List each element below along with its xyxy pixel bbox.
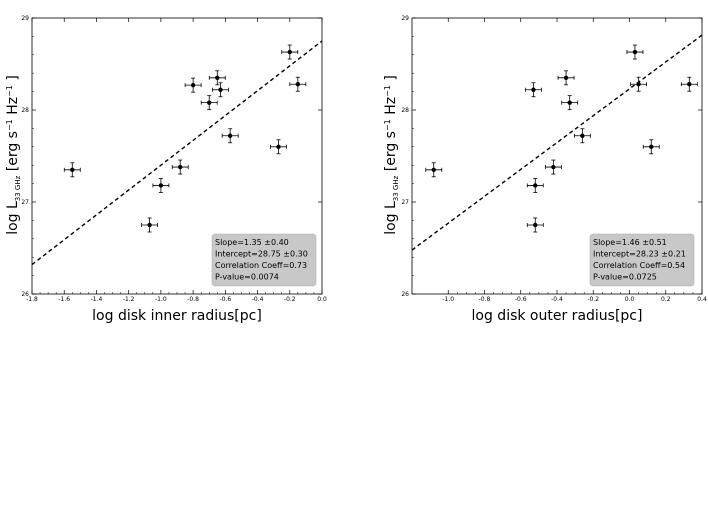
x-tick-label: 0.2 (661, 296, 671, 303)
y-tick-label: 27 (21, 199, 29, 206)
x-tick-label: 0.4 (697, 296, 707, 303)
x-tick-label: -0.4 (551, 296, 563, 303)
y-tick-label: 28 (21, 107, 29, 114)
stats-line: Slope=1.35 ±0.40 (215, 238, 289, 247)
y-axis-label: log L33 GHz [erg s−1 Hz−1 ] (5, 75, 22, 235)
data-marker (227, 133, 233, 138)
x-axis-label: log disk inner radius[pc] (92, 308, 262, 324)
data-marker (295, 82, 301, 87)
data-marker (70, 167, 75, 172)
data-marker (431, 167, 436, 172)
data-marker (687, 82, 692, 87)
data-point (184, 77, 202, 93)
data-point (630, 76, 647, 92)
stats-line: Intercept=28.75 ±0.30 (215, 250, 308, 259)
x-tick-label: -0.8 (479, 296, 491, 303)
data-marker (178, 164, 183, 170)
data-point (63, 162, 81, 178)
data-marker (531, 87, 536, 92)
y-tick-label: 29 (401, 15, 409, 22)
data-point (141, 217, 159, 233)
data-point (557, 70, 575, 86)
y-tick-label: 28 (401, 107, 409, 114)
data-point (200, 95, 218, 111)
data-marker (551, 164, 556, 170)
x-tick-label: -0.6 (515, 296, 527, 303)
data-point (525, 82, 542, 98)
data-marker (147, 222, 152, 228)
x-tick-label: -0.8 (187, 296, 199, 303)
data-marker (580, 133, 585, 138)
y-tick-label: 27 (401, 199, 409, 206)
data-point (680, 76, 698, 92)
x-tick-label: -1.0 (155, 296, 167, 303)
data-marker (563, 75, 569, 81)
data-point (626, 44, 644, 60)
fit-line (412, 34, 702, 251)
x-tick-label: -0.6 (219, 296, 231, 303)
data-marker (632, 49, 638, 55)
data-marker (158, 183, 164, 188)
x-tick-label: -1.4 (91, 296, 103, 303)
fit-line (32, 40, 322, 266)
x-tick-label: -1.6 (58, 296, 70, 303)
stats-box-background (211, 233, 317, 287)
x-tick-label: -1.8 (26, 296, 38, 303)
chart-panel-2: -1.0 -0.8 -0.6 -0.4 -0.2 0.0 0.2 0.4 26 27 28 29 Slo… (383, 15, 707, 324)
data-point (544, 159, 562, 175)
data-point (281, 44, 299, 60)
data-point (152, 178, 170, 193)
data-point (526, 217, 544, 233)
data-point (208, 70, 226, 86)
data-marker (567, 100, 572, 105)
data-marker (636, 82, 641, 87)
data-marker (218, 87, 223, 92)
data-point (526, 178, 544, 193)
data-point (573, 128, 591, 144)
data-marker (190, 82, 196, 88)
data-marker (533, 183, 538, 188)
data-point (171, 159, 189, 175)
stats-box: Slope=1.46 ±0.51 Intercept=28.23 ±0.21 Cor… (589, 233, 695, 287)
stats-line: Correlation Coeff=0.54 (593, 261, 685, 270)
x-tick-label: -0.2 (284, 296, 296, 303)
data-point (561, 95, 579, 111)
data-marker (215, 75, 220, 81)
chart-panel-1: -1.8 -1.6 -1.4 -1.2 -1.0 -0.8 -0.6 -0.4 -0.2 0.0 2… (5, 15, 327, 324)
data-point (642, 139, 660, 155)
stats-line: Intercept=28.23 ±0.21 (593, 250, 686, 259)
x-axis-label: log disk outer radius[pc] (472, 308, 643, 324)
data-point (221, 128, 239, 144)
data-point (289, 76, 307, 92)
y-tick-label: 26 (401, 291, 409, 298)
x-tick-label: 0.0 (317, 296, 327, 303)
stats-box-background (589, 233, 695, 287)
data-point (270, 139, 287, 155)
x-tick-label: -0.4 (252, 296, 264, 303)
data-point (425, 162, 443, 178)
data-marker (533, 222, 538, 228)
data-marker (287, 49, 292, 55)
data-marker (207, 100, 212, 105)
y-axis-label: log L33 GHz [erg s−1 Hz−1 ] (383, 75, 400, 235)
x-tick-label: -1.2 (123, 296, 135, 303)
y-tick-label: 26 (21, 291, 29, 298)
x-tick-label: -0.2 (587, 296, 599, 303)
y-tick-label: 29 (21, 15, 29, 22)
stats-box: Slope=1.35 ±0.40 Intercept=28.75 ±0.30 Cor… (211, 233, 317, 287)
data-marker (649, 144, 654, 149)
x-tick-label: -1.0 (442, 296, 454, 303)
x-tick-label: 0.0 (625, 296, 635, 303)
stats-line: Correlation Coeff=0.73 (215, 261, 307, 270)
stats-line: P-value=0.0074 (215, 273, 279, 282)
stats-line: Slope=1.46 ±0.51 (593, 238, 667, 247)
stats-line: P-value=0.0725 (593, 273, 657, 282)
data-point (212, 82, 229, 98)
data-marker (276, 144, 281, 149)
